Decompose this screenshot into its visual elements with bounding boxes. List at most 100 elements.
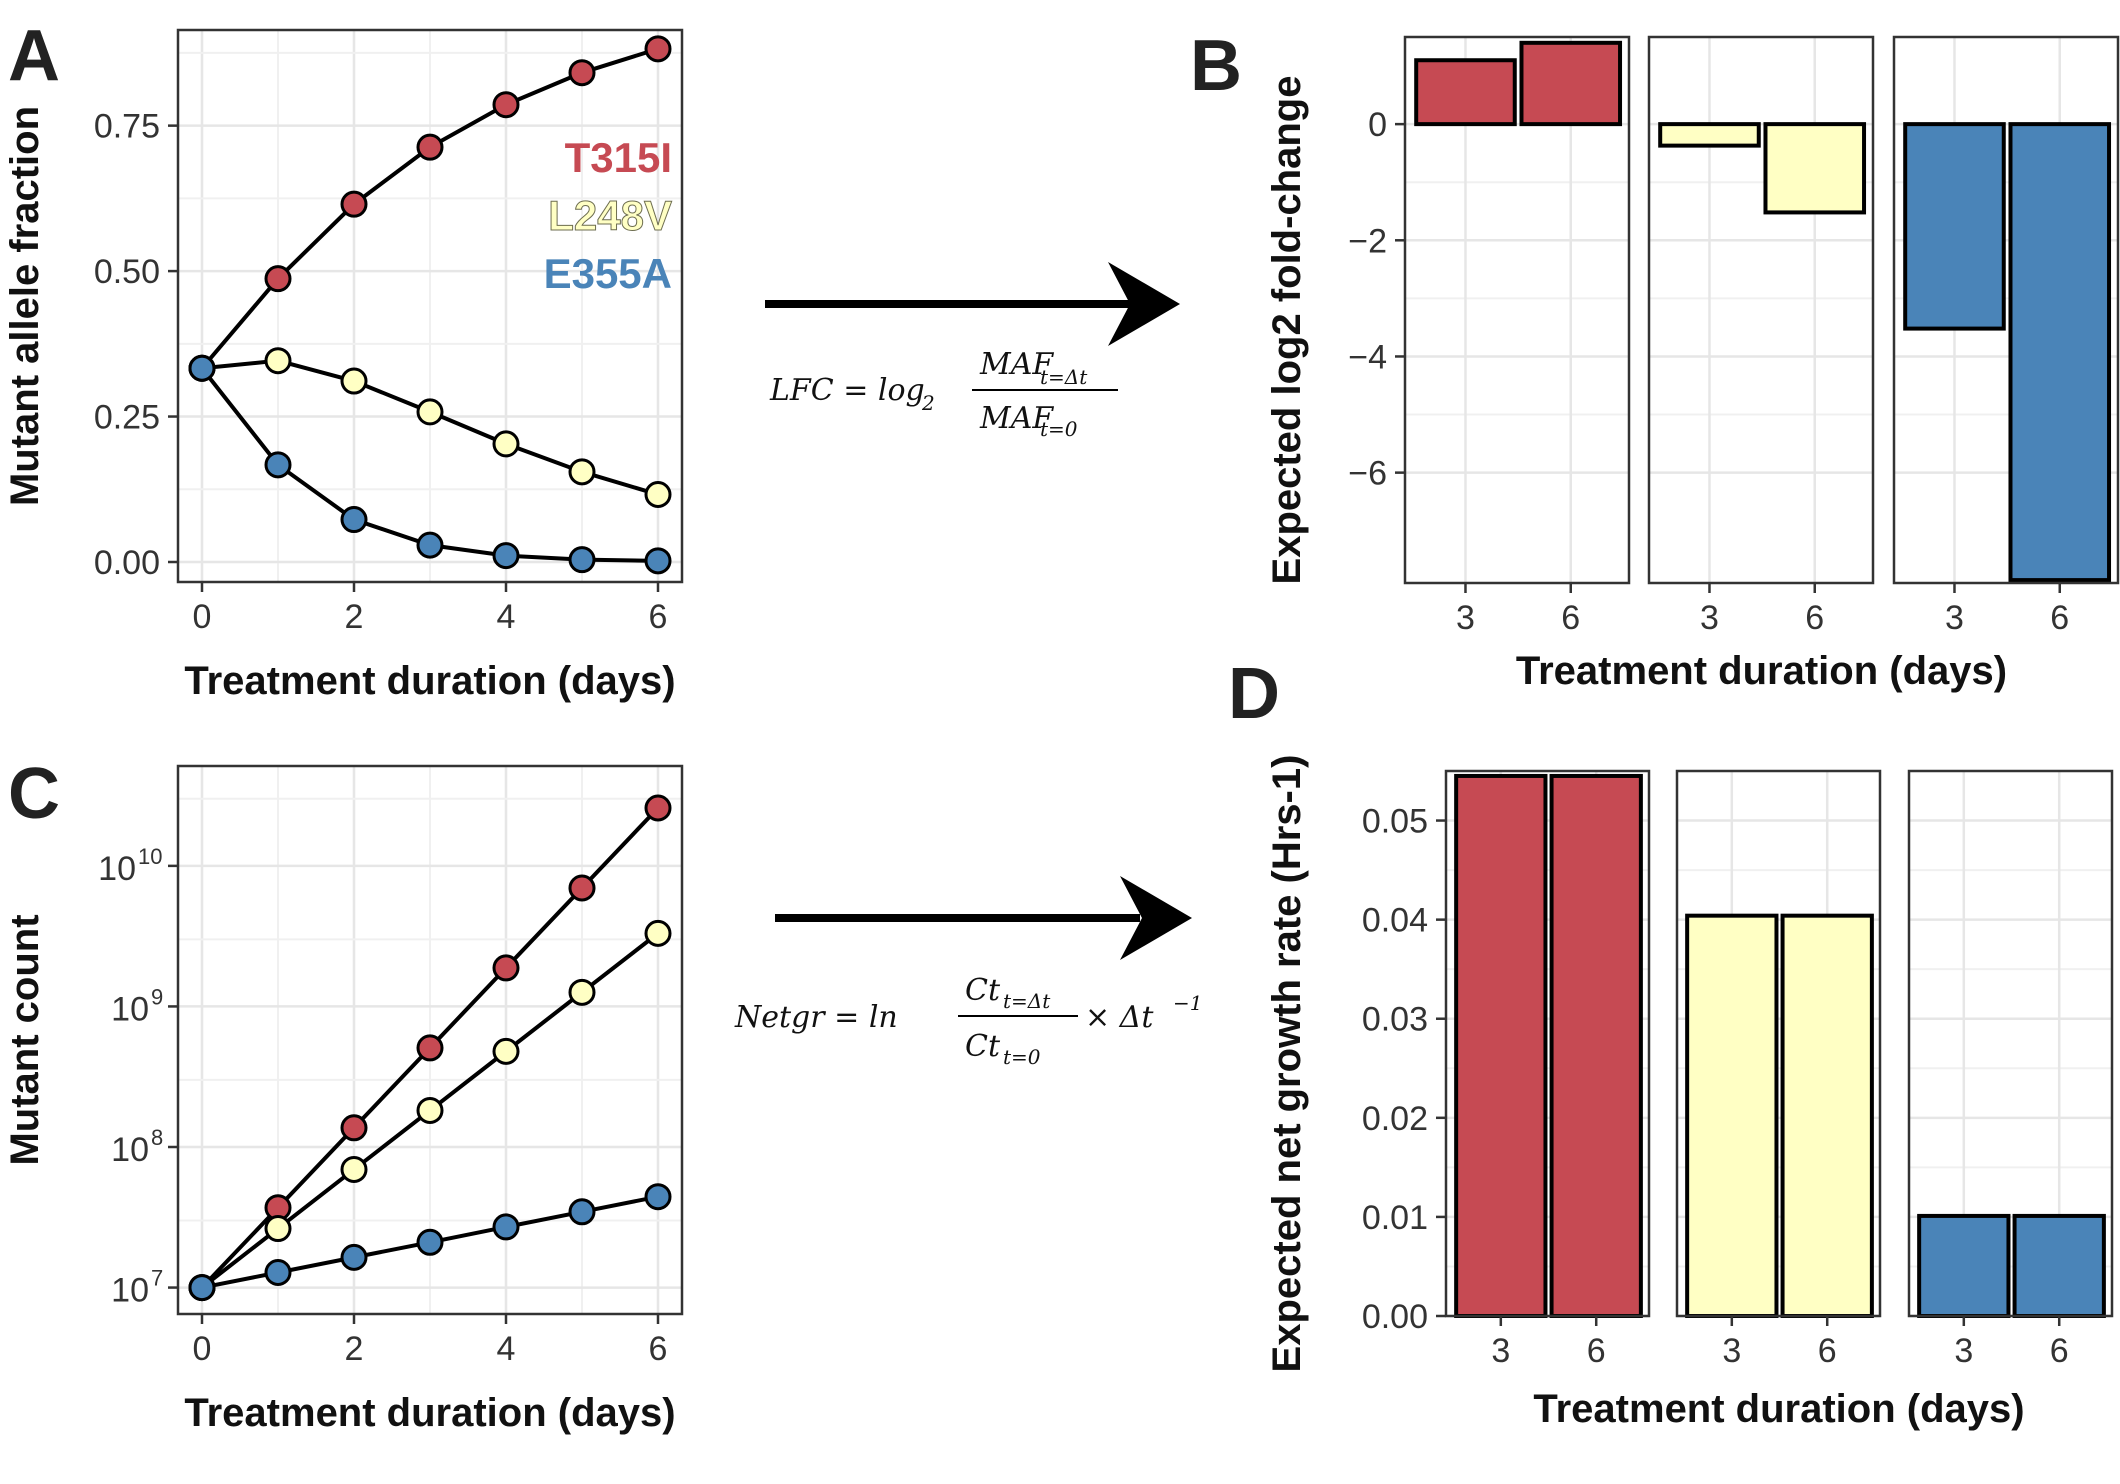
- data-point-l248v: [568, 458, 596, 486]
- x-tick-label: 6: [1561, 599, 1580, 637]
- data-point-t315i: [492, 91, 520, 119]
- bar-t315i-day-6: [1519, 40, 1623, 127]
- data-point-e355a: [644, 1183, 672, 1211]
- y-tick-label: 0.05: [1362, 803, 1428, 841]
- y-tick-label: 0: [1368, 106, 1387, 144]
- data-point-l248v: [492, 430, 520, 458]
- bar-t315i-day-6: [1549, 773, 1643, 1318]
- y-tick-label: −4: [1348, 338, 1387, 376]
- y-tick-label-base: 10: [111, 1272, 149, 1310]
- data-point-l248v: [416, 1096, 444, 1124]
- x-tick-label: 6: [649, 598, 668, 636]
- panel-letter-d: D: [1228, 654, 1280, 734]
- data-point-e355a: [492, 542, 520, 570]
- bar-l248v-day-6: [1780, 913, 1874, 1318]
- lfc-arrow: [765, 262, 1180, 346]
- y-tick-label-exponent: 7: [151, 1266, 163, 1291]
- facet-frame-t315i: [1403, 35, 1631, 585]
- y-tick-label-base: 10: [111, 1131, 149, 1169]
- legend-label-l248v: L248V: [548, 192, 672, 239]
- bar-l248v-day-3: [1658, 122, 1761, 148]
- data-point-l248v: [416, 398, 444, 426]
- data-point-e355a: [340, 1243, 368, 1271]
- data-point-e355a: [188, 354, 216, 382]
- lfc-formula-denominator: MAF: [979, 401, 1054, 436]
- x-tick-label: 2: [345, 598, 364, 636]
- bar-l248v-day-6: [1763, 122, 1867, 215]
- data-point-e355a: [492, 1213, 520, 1241]
- data-point-t315i: [340, 190, 368, 218]
- x-tick-label: 3: [1722, 1332, 1741, 1370]
- panel-letter-a: A: [8, 16, 60, 96]
- facet-frame-t315i: [1444, 769, 1651, 1318]
- lfc-formula-base: 2: [921, 391, 935, 415]
- facet-frame-l248v: [1675, 769, 1882, 1318]
- x-tick-label: 3: [1491, 1332, 1510, 1370]
- netgr-formula-denominator: Ct: [965, 1029, 1001, 1064]
- legend-label-t315i: T315I: [565, 134, 672, 181]
- x-axis-title: Treatment duration (days): [1533, 1387, 2024, 1431]
- legend-label-e355a: E355A: [544, 250, 672, 297]
- x-tick-label: 6: [2050, 599, 2069, 637]
- bar-e355a-day-6: [2008, 122, 2112, 583]
- data-point-e355a: [416, 1228, 444, 1256]
- y-axis-title: Expected net growth rate (Hrs-1): [1265, 755, 1309, 1373]
- y-tick-label: 0.75: [94, 108, 160, 146]
- y-tick-label: 0.01: [1362, 1199, 1428, 1237]
- x-tick-label: 6: [1587, 1332, 1606, 1370]
- x-tick-label: 6: [1818, 1332, 1837, 1370]
- data-point-e355a: [416, 531, 444, 559]
- x-tick-label: 6: [649, 1330, 668, 1368]
- lfc-formula-numerator-sub: t=Δt: [1040, 365, 1088, 389]
- data-point-e355a: [568, 1198, 596, 1226]
- x-tick-label: 4: [497, 598, 516, 636]
- netgr-formula-numerator: Ct: [965, 973, 1001, 1008]
- facet-background-l248v: [1649, 37, 1873, 583]
- netgr-formula-numerator-sub: t=Δt: [1003, 989, 1051, 1013]
- y-axis-title: Mutant count: [3, 914, 47, 1165]
- netgr-formula-denominator-sub: t=0: [1003, 1045, 1041, 1069]
- bar-e355a-day-3: [1903, 122, 2006, 331]
- lfc-formula-lhs: LFC = log: [769, 373, 925, 408]
- netgr-arrow-head: [1120, 876, 1192, 960]
- data-point-l248v: [264, 347, 292, 375]
- x-axis-title: Treatment duration (days): [184, 659, 675, 703]
- y-tick-label: 0.25: [94, 399, 160, 437]
- data-point-l248v: [568, 978, 596, 1006]
- y-tick-label: −6: [1348, 455, 1387, 493]
- data-point-e355a: [644, 547, 672, 575]
- x-tick-label: 3: [1954, 1332, 1973, 1370]
- data-point-l248v: [264, 1215, 292, 1243]
- panel-letter-c: C: [8, 754, 60, 834]
- data-point-e355a: [264, 451, 292, 479]
- plot-frame: [176, 28, 684, 584]
- facet-frame-l248v: [1647, 35, 1875, 585]
- data-point-l248v: [644, 919, 672, 947]
- chart-a-mutant-allele-fraction: 0 2 4 6 0.00 0.25 0.50 0.75 Treatment duration (…: [3, 28, 684, 703]
- y-tick-label-exponent: 8: [151, 1125, 163, 1150]
- x-tick-label: 3: [1456, 599, 1475, 637]
- data-point-e355a: [340, 506, 368, 534]
- plot-frame: [176, 764, 684, 1316]
- x-tick-label: 6: [2050, 1332, 2069, 1370]
- netgr-arrow: [775, 876, 1192, 960]
- x-axis-title: Treatment duration (days): [1516, 649, 2007, 693]
- x-tick-label: 6: [1805, 599, 1824, 637]
- x-tick-label: 0: [193, 1330, 212, 1368]
- data-point-l248v: [340, 367, 368, 395]
- data-point-t315i: [264, 265, 292, 293]
- y-tick-label: 0.04: [1362, 902, 1428, 940]
- x-tick-label: 4: [497, 1330, 516, 1368]
- data-point-l248v: [644, 481, 672, 509]
- netgr-formula-lhs: Netgr = ln: [734, 1000, 898, 1035]
- netgr-formula: Netgr = ln Ct t=Δt Ct t=0 × Δt −1: [734, 973, 1202, 1069]
- y-tick-label-exponent: 10: [138, 844, 162, 869]
- data-point-t315i: [644, 35, 672, 63]
- data-point-t315i: [568, 874, 596, 902]
- x-tick-label: 0: [193, 598, 212, 636]
- y-tick-label: 0.03: [1362, 1001, 1428, 1039]
- lfc-formula: LFC = log 2 MAF t=Δt MAF t=0: [769, 347, 1118, 441]
- y-tick-label: −2: [1348, 222, 1387, 260]
